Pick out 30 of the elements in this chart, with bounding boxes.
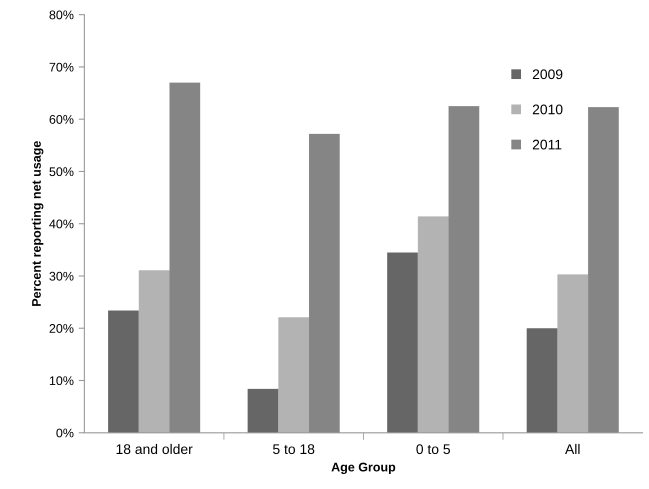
- x-tick-label: 5 to 18: [272, 444, 314, 454]
- bar: [418, 216, 449, 433]
- y-tick-label: 30%: [49, 272, 74, 281]
- y-tick-label: 40%: [49, 220, 74, 228]
- bar: [557, 274, 588, 433]
- legend-label: 2011: [532, 140, 562, 150]
- y-tick-label: 10%: [50, 376, 74, 386]
- bar: [138, 270, 170, 433]
- legend-label: 2010: [532, 104, 562, 114]
- bar: [588, 107, 619, 433]
- x-tick-label: All: [565, 444, 580, 454]
- x-tick-label: 0 to 5: [416, 444, 450, 454]
- y-tick-label: 70%: [50, 62, 74, 72]
- y-axis-title: Percent reporting net usage: [32, 141, 44, 306]
- y-tick-label: 0%: [56, 428, 74, 438]
- y-tick-label: 50%: [49, 167, 74, 176]
- bar: [448, 106, 480, 433]
- x-axis-title: Age Group: [331, 462, 396, 474]
- bar: [387, 252, 418, 433]
- bar: [108, 310, 139, 433]
- bar: [309, 134, 340, 433]
- bar: [169, 82, 200, 433]
- bar: [526, 328, 558, 433]
- legend-label: 2009: [532, 69, 562, 80]
- y-tick-label: 80%: [49, 10, 74, 20]
- y-tick-label: 60%: [50, 114, 74, 124]
- x-tick-label: 18 and older: [116, 444, 193, 454]
- bar: [278, 317, 310, 433]
- y-tick-label: 20%: [50, 324, 74, 333]
- bar: [248, 388, 278, 433]
